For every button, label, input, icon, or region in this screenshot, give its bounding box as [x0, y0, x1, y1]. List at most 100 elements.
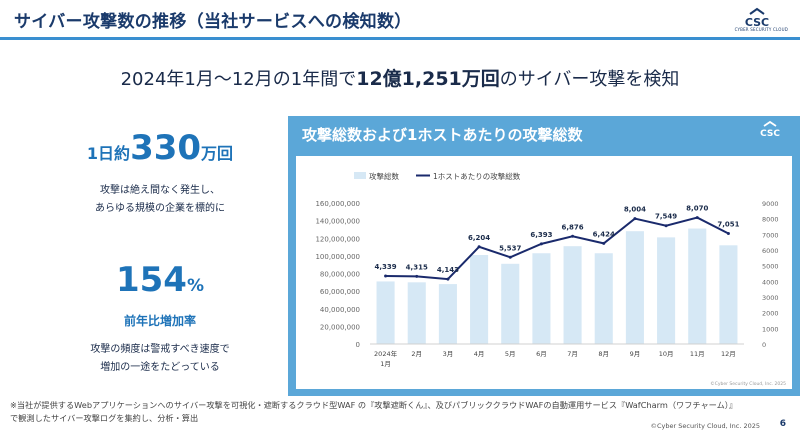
- yoy-value: 154: [115, 260, 187, 300]
- copyright: ©Cyber Security Cloud, Inc. 2025: [650, 422, 761, 430]
- bar-attack-total: [532, 253, 551, 344]
- line-point: [726, 232, 730, 236]
- data-label: 4,143: [437, 266, 459, 274]
- data-label: 7,549: [655, 213, 677, 221]
- bar-attack-total: [470, 254, 489, 344]
- data-label: 4,315: [406, 263, 428, 271]
- x-tick-label: 9月: [630, 350, 641, 358]
- y-right-tick-label: 8000: [762, 216, 779, 224]
- yoy-stat: 154%: [60, 260, 260, 300]
- line-point: [477, 245, 481, 249]
- y-right-tick-label: 5000: [762, 263, 779, 271]
- line-point: [664, 224, 668, 228]
- slide-title: サイバー攻撃数の推移（当社サービスへの検知数）: [14, 12, 412, 32]
- line-per-host: [385, 216, 729, 281]
- y-left-tick-label: 0: [356, 341, 360, 349]
- x-tick-label: 8月: [598, 350, 609, 358]
- y-left-tick-label: 80,000,000: [320, 271, 360, 279]
- data-label: 5,537: [499, 244, 521, 252]
- x-tick-label: 5月: [505, 350, 516, 358]
- daily-prefix: 1日約: [86, 144, 131, 163]
- y-right-tick-label: 0: [762, 341, 766, 349]
- bar-attack-total: [376, 281, 395, 344]
- chart-title: 攻撃総数および1ホストあたりの攻撃総数: [302, 126, 583, 144]
- y-left-tick-label: 100,000,000: [315, 253, 360, 261]
- chart-watermark: ©Cyber Security Cloud, Inc. 2025: [710, 380, 786, 387]
- daily-desc-line2: あらゆる規模の企業を標的に: [95, 203, 225, 214]
- title-underline: [0, 37, 800, 40]
- bar-attack-total: [719, 245, 738, 344]
- headline-bold: 12億1,251万回: [356, 68, 500, 90]
- x-tick-label: 3月: [443, 350, 454, 358]
- data-label: 6,424: [593, 230, 615, 238]
- bar-attack-total: [594, 253, 613, 344]
- data-label: 6,876: [562, 223, 584, 231]
- chart-area: 攻撃総数 1ホストあたりの攻撃総数 0 20,000,000 40,000,000 60,…: [296, 156, 792, 389]
- yoy-description: 攻撃の頻度は警戒すべき速度で 増加の一途をたどっている: [60, 341, 260, 377]
- yoy-desc-line2: 増加の一途をたどっている: [100, 362, 220, 373]
- y-right-tick-label: 9000: [762, 200, 779, 208]
- data-label: 7,051: [717, 221, 739, 229]
- x-tick-label: 2月: [411, 350, 422, 358]
- bar-attack-total: [657, 237, 676, 344]
- line-point: [539, 242, 543, 246]
- legend-bar-swatch: [354, 172, 366, 179]
- x-tick-label: 12月: [721, 350, 736, 358]
- data-label: 4,339: [375, 263, 397, 271]
- chart-logo-mark: CSC: [760, 129, 780, 139]
- y-left-tick-label: 40,000,000: [320, 306, 360, 314]
- data-label: 6,393: [530, 231, 552, 239]
- y-left-tick-label: 140,000,000: [315, 218, 360, 226]
- line-point: [695, 216, 699, 220]
- bar-attack-total: [438, 284, 457, 344]
- footnote: ※当社が提供するWebアプリケーションへのサイバー攻撃を可視化・遮断するクラウド…: [10, 399, 790, 425]
- page-number: 6: [779, 419, 786, 429]
- bar-attack-total: [688, 228, 707, 344]
- line-point: [571, 234, 575, 238]
- y-right-tick-label: 2000: [762, 310, 779, 318]
- daily-description: 攻撃は絶え間なく発生し、 あらゆる規模の企業を標的に: [60, 182, 260, 218]
- y-right-tick-label: 3000: [762, 294, 779, 302]
- csc-logo-icon: CSC: [745, 7, 769, 29]
- bar-attack-total: [407, 282, 426, 344]
- y-right-tick-label: 4000: [762, 278, 779, 286]
- chart-svg: 攻撃総数 1ホストあたりの攻撃総数 0 20,000,000 40,000,000 60,…: [315, 171, 786, 387]
- x-tick-label: 11月: [690, 350, 705, 358]
- headline: 2024年1月～12月の1年間で12億1,251万回のサイバー攻撃を検知: [0, 64, 800, 91]
- yoy-label: 前年比増加率: [123, 314, 196, 328]
- headline-pre: 2024年1月～12月の1年間で: [120, 69, 357, 90]
- x-tick-label: 4月: [474, 350, 485, 358]
- x-tick-label: 1月: [380, 360, 391, 368]
- data-label: 8,004: [624, 206, 646, 214]
- line-point: [602, 241, 606, 245]
- line-point: [384, 274, 388, 278]
- bar-attack-total: [625, 231, 644, 344]
- line-point: [415, 274, 419, 278]
- legend-bar-label: 攻撃総数: [369, 171, 399, 181]
- x-tick-label: 2024年: [374, 349, 398, 358]
- y-right-tick-label: 1000: [762, 325, 779, 333]
- y-left-tick-label: 160,000,000: [315, 200, 360, 208]
- x-tick-label: 7月: [567, 350, 578, 358]
- headline-post: のサイバー攻撃を検知: [499, 69, 680, 90]
- data-label: 8,070: [686, 205, 708, 213]
- daily-suffix: 万回: [201, 144, 234, 163]
- y-left-tick-label: 20,000,000: [320, 323, 360, 331]
- line-point: [633, 217, 637, 221]
- bar-attack-total: [501, 263, 520, 344]
- line-point: [508, 255, 512, 259]
- logo-mark: CSC: [745, 16, 769, 29]
- yoy-desc-line1: 攻撃の頻度は警戒すべき速度で: [90, 344, 230, 355]
- footnote-line1: ※当社が提供するWebアプリケーションへのサイバー攻撃を可視化・遮断するクラウド…: [10, 400, 738, 410]
- y-left-tick-label: 60,000,000: [320, 288, 360, 296]
- y-right-tick-label: 7000: [762, 231, 779, 239]
- legend-line-label: 1ホストあたりの攻撃総数: [433, 171, 521, 181]
- y-right-tick-label: 6000: [762, 247, 779, 255]
- x-tick-label: 6月: [536, 350, 547, 358]
- daily-value: 330: [130, 128, 202, 168]
- x-tick-label: 10月: [659, 350, 674, 358]
- chart-logo-icon: CSC: [760, 120, 780, 139]
- yoy-suffix: %: [186, 276, 205, 296]
- daily-desc-line1: 攻撃は絶え間なく発生し、: [100, 185, 220, 196]
- logo-text: CYBER SECURITY CLOUD: [734, 27, 788, 32]
